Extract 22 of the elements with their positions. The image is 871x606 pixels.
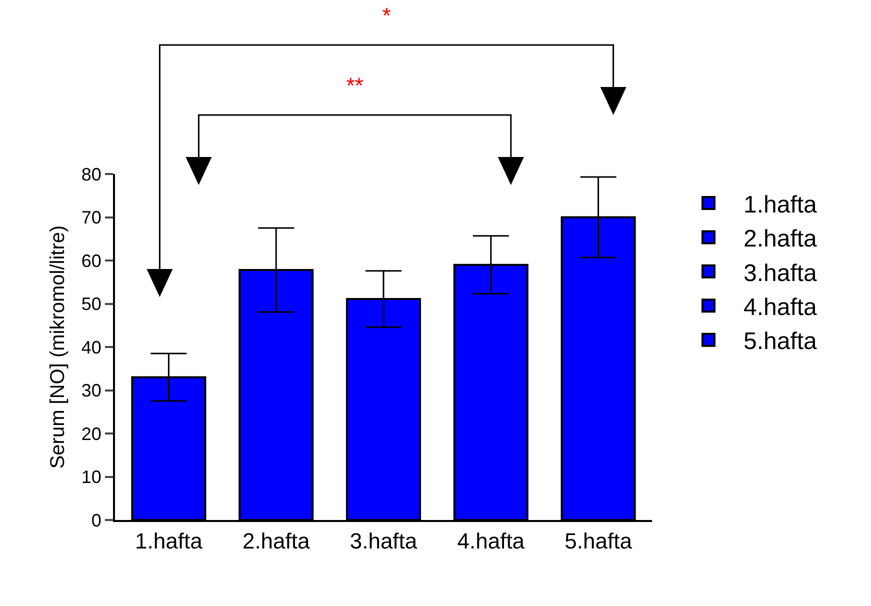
y-axis-title: Serum [NO] (mikromol/litre)	[47, 225, 69, 469]
y-tick-label: 60	[81, 250, 102, 271]
x-tick-label: 4.hafta	[457, 528, 526, 554]
y-tick-label: 70	[81, 208, 102, 228]
legend-label: 5.hafta	[743, 328, 818, 356]
legend-label: 2.hafta	[743, 226, 818, 253]
y-tick-label: 40	[81, 337, 102, 358]
legend-label: 1.hafta	[743, 191, 818, 218]
y-tick-label: 50	[81, 294, 102, 314]
x-tick-label: 1.hafta	[135, 528, 204, 554]
y-tick-label: 80	[81, 164, 102, 184]
x-tick-label: 3.hafta	[350, 528, 418, 554]
x-tick-label: 2.hafta	[242, 528, 310, 554]
text: *	[382, 3, 391, 29]
y-tick-label: 20	[81, 424, 102, 444]
legend-label: 4.hafta	[743, 294, 818, 321]
legend-label: 3.hafta	[743, 260, 818, 287]
x-tick-label: 5.hafta	[564, 528, 633, 554]
y-tick-label: 10	[81, 467, 102, 488]
text: **	[346, 73, 364, 99]
y-tick-label: 30	[81, 380, 102, 401]
y-tick-label: 0	[91, 510, 102, 530]
